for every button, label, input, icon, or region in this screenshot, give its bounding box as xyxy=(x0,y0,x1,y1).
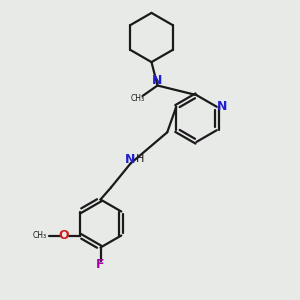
Text: N: N xyxy=(217,100,227,113)
Text: N: N xyxy=(152,74,162,87)
Text: CH₃: CH₃ xyxy=(130,94,145,103)
Text: CH₃: CH₃ xyxy=(33,231,47,240)
Text: H: H xyxy=(136,154,144,164)
Text: N: N xyxy=(125,153,135,166)
Text: F: F xyxy=(96,258,105,271)
Text: O: O xyxy=(58,229,69,242)
